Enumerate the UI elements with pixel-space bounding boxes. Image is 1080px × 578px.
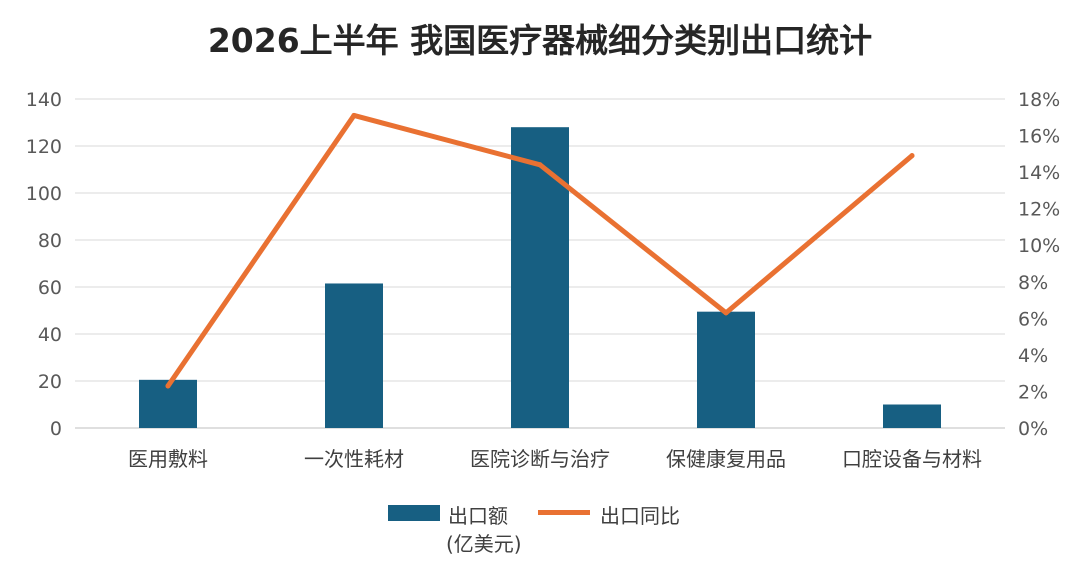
left-axis-tick-label: 40 [38, 324, 62, 346]
legend-line-swatch [538, 510, 590, 515]
left-axis-tick-label: 0 [50, 418, 62, 440]
right-axis-tick-label: 12% [1018, 199, 1060, 221]
line-point [723, 310, 729, 316]
x-axis-category-label: 医用敷料 [128, 447, 208, 471]
left-axis-tick-label: 140 [26, 89, 62, 111]
right-axis-tick-label: 18% [1018, 89, 1060, 111]
chart-title: 2026上半年 我国医疗器械细分类别出口统计 [207, 21, 873, 60]
line-point [537, 162, 543, 168]
x-axis-category-label: 一次性耗材 [304, 447, 404, 471]
line-point [351, 112, 357, 118]
x-axis-category-label: 医院诊断与治疗 [470, 447, 610, 471]
left-axis-tick-label: 80 [38, 230, 62, 252]
right-axis-tick-label: 4% [1018, 345, 1048, 367]
right-axis-tick-label: 2% [1018, 381, 1048, 403]
bar [883, 404, 941, 428]
bar [325, 283, 383, 428]
line-point [165, 383, 171, 389]
left-axis-tick-label: 100 [26, 183, 62, 205]
legend-bar-label-unit: (亿美元) [446, 532, 522, 556]
right-axis-tick-label: 0% [1018, 418, 1048, 440]
right-axis-tick-label: 16% [1018, 126, 1060, 148]
right-axis-tick-label: 10% [1018, 235, 1060, 257]
right-axis-ticks: 0% 2% 4% 6% 8% 10% 12% 14% 16% 18% [1018, 89, 1060, 440]
right-axis-tick-label: 6% [1018, 308, 1048, 330]
left-axis-tick-label: 20 [38, 371, 62, 393]
line-series [165, 112, 915, 389]
bar-series [139, 127, 941, 428]
bar [697, 311, 755, 428]
right-axis-tick-label: 8% [1018, 272, 1048, 294]
line-point [909, 153, 915, 159]
x-axis-category-label: 口腔设备与材料 [842, 447, 982, 471]
x-axis-category-label: 保健康复用品 [666, 447, 786, 471]
legend-bar-swatch [388, 505, 440, 521]
left-axis-tick-label: 60 [38, 277, 62, 299]
x-axis-categories: 医用敷料 一次性耗材 医院诊断与治疗 保健康复用品 口腔设备与材料 [128, 447, 982, 471]
bar [511, 127, 569, 428]
left-axis-ticks: 0 20 40 60 80 100 120 140 [26, 89, 62, 440]
legend-bar-label: 出口额 [448, 504, 508, 528]
legend-line-label: 出口同比 [600, 504, 680, 528]
right-axis-tick-label: 14% [1018, 162, 1060, 184]
left-axis-tick-label: 120 [26, 136, 62, 158]
